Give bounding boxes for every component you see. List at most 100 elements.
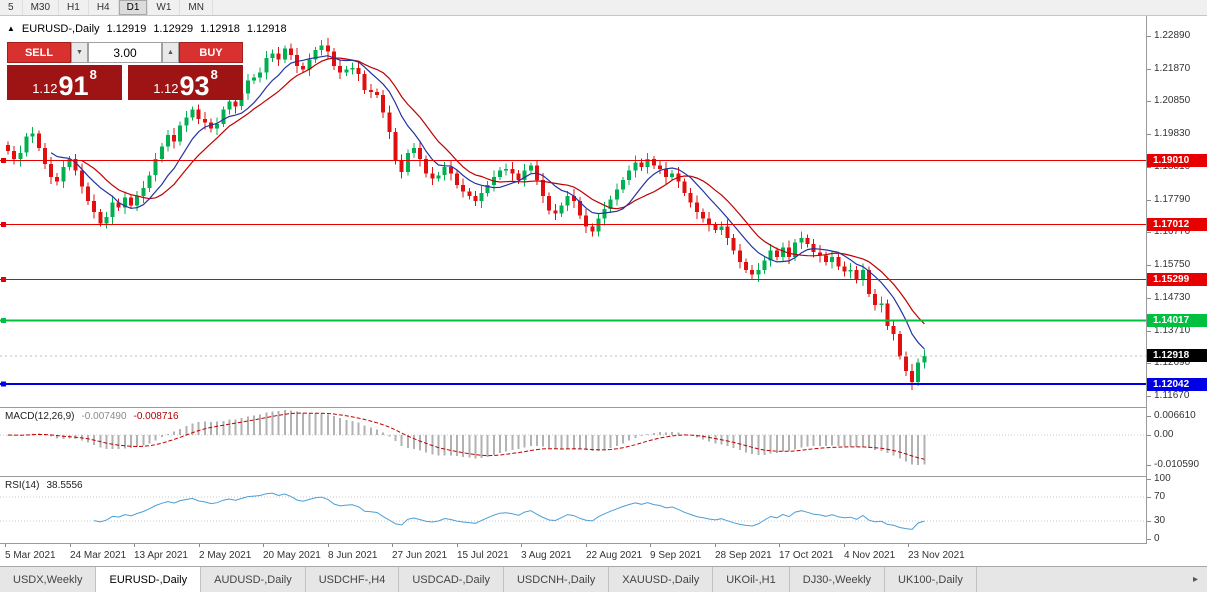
period-button[interactable]: D1 (118, 0, 149, 15)
date-tick (715, 544, 716, 547)
sell-price-pipette: 8 (89, 67, 97, 82)
rsi-panel-divider[interactable] (0, 476, 1207, 477)
macd-indicator-chart[interactable] (0, 408, 1146, 476)
rsi-axis-label: 70 (1154, 491, 1166, 502)
date-tick (70, 544, 71, 547)
time-axis-divider (0, 543, 1207, 544)
ohlc-open: 1.12919 (106, 23, 147, 35)
sell-price-prefix: 1.12 (32, 81, 58, 96)
date-label: 23 Nov 2021 (908, 550, 965, 561)
time-axis[interactable]: 5 Mar 2021 24 Mar 2021 13 Apr 2021 2 May 20… (0, 544, 1146, 566)
chart-tab[interactable]: EURUSD-,Daily (96, 567, 202, 592)
price-level-tag: 1.12042 (1147, 378, 1207, 391)
date-tick (328, 544, 329, 547)
period-button[interactable]: M30 (23, 0, 60, 15)
price-axis-tick (1147, 265, 1151, 266)
date-tick (844, 544, 845, 547)
date-tick (650, 544, 651, 547)
date-label: 9 Sep 2021 (650, 550, 702, 561)
date-label: 20 May 2021 (263, 550, 321, 561)
chart-tab[interactable]: AUDUSD-,Daily (201, 567, 306, 592)
date-label: 2 May 2021 (199, 550, 252, 561)
rsi-axis-label: 0 (1154, 533, 1160, 544)
chart-header: ▲ EURUSD-,Daily 1.12919 1.12929 1.12918 … (7, 23, 287, 35)
macd-axis-label: -0.010590 (1154, 459, 1200, 470)
macd-axis-label: 0.00 (1154, 429, 1174, 440)
price-chart[interactable] (0, 16, 1146, 407)
date-tick (199, 544, 200, 547)
buy-price-prefix: 1.12 (153, 81, 179, 96)
chart-tab[interactable]: USDX,Weekly (0, 567, 97, 592)
date-tick (5, 544, 6, 547)
date-tick (779, 544, 780, 547)
chart-collapse-icon[interactable]: ▲ (7, 24, 15, 33)
volume-input[interactable]: 3.00 (88, 42, 162, 63)
tab-scroll-right-icon[interactable]: ▸ (1192, 574, 1198, 585)
rsi-indicator-chart[interactable] (0, 477, 1146, 543)
level-line-handle (1, 381, 6, 387)
period-button[interactable]: 5 (0, 0, 23, 15)
ohlc-low: 1.12918 (200, 23, 240, 35)
date-label: 22 Aug 2021 (586, 550, 643, 561)
price-axis-tick (1147, 200, 1151, 201)
macd-axis-label: 0.006610 (1154, 410, 1196, 421)
moving-average-line-13[interactable] (81, 57, 925, 325)
date-tick (263, 544, 264, 547)
one-click-trading-panel: SELL ▼ 3.00 ▲ BUY 1.12 91 8 1.12 93 8 (7, 42, 243, 100)
moving-average-line-8[interactable] (50, 55, 925, 350)
level-line-handle (1, 277, 6, 283)
price-axis-tick (1147, 298, 1151, 299)
ohlc-high: 1.12929 (153, 23, 194, 35)
buy-price-big-digits: 93 (179, 70, 210, 101)
period-button[interactable]: W1 (148, 0, 181, 15)
buy-button[interactable]: BUY (179, 42, 243, 63)
chart-tab[interactable]: DJ30-,Weekly (789, 567, 886, 592)
rsi-axis-tick (1147, 539, 1151, 540)
level-line-handle (1, 318, 6, 324)
sell-button[interactable]: SELL (7, 42, 71, 63)
chart-tab[interactable]: UKOil-,H1 (713, 567, 790, 592)
volume-increase-button[interactable]: ▲ (162, 42, 179, 63)
date-label: 5 Mar 2021 (5, 550, 56, 561)
date-tick (521, 544, 522, 547)
rsi-label: RSI(14) 38.5556 (5, 480, 83, 491)
date-label: 3 Aug 2021 (521, 550, 572, 561)
rsi-axis-tick (1147, 497, 1151, 498)
price-axis-label: 1.14730 (1154, 292, 1191, 303)
date-label: 4 Nov 2021 (844, 550, 896, 561)
sell-price-display[interactable]: 1.12 91 8 (7, 65, 122, 100)
price-axis-tick (1147, 134, 1151, 135)
price-axis-tick (1147, 69, 1151, 70)
price-axis-tick (1147, 363, 1151, 364)
date-tick (586, 544, 587, 547)
volume-decrease-button[interactable]: ▼ (71, 42, 88, 63)
price-axis-label: 1.20850 (1154, 95, 1191, 106)
buy-price-display[interactable]: 1.12 93 8 (128, 65, 243, 100)
chart-tab[interactable]: USDCNH-,Daily (503, 567, 610, 592)
level-line-handle (1, 158, 6, 163)
date-tick (908, 544, 909, 547)
period-button[interactable]: H4 (89, 0, 119, 15)
rsi-value: 38.5556 (46, 480, 83, 491)
chart-symbol-title: EURUSD-,Daily (21, 23, 100, 35)
period-button[interactable]: MN (180, 0, 213, 15)
price-axis-divider (1146, 16, 1147, 544)
price-axis-label: 1.16770 (1154, 226, 1191, 237)
price-level-tag: 1.12918 (1147, 349, 1207, 362)
buy-price-pipette: 8 (210, 67, 218, 82)
price-axis-label: 1.11670 (1154, 390, 1190, 401)
chart-tab[interactable]: XAUUSD-,Daily (609, 567, 714, 592)
chart-tab[interactable]: USDCAD-,Daily (399, 567, 504, 592)
macd-panel-divider[interactable] (0, 407, 1207, 408)
candles-layer (6, 38, 927, 390)
chart-tab[interactable]: USDCHF-,H4 (305, 567, 400, 592)
date-label: 28 Sep 2021 (715, 550, 772, 561)
date-label: 8 Jun 2021 (328, 550, 378, 561)
price-axis[interactable]: 1.228901.218701.208501.198301.188101.177… (1147, 16, 1207, 544)
chart-tabs-group: USDX,Weekly EURUSD-,Daily AUDUSD-,Daily USD… (0, 567, 977, 592)
level-lines-layer[interactable] (0, 158, 1146, 387)
chart-tab[interactable]: UK100-,Daily (885, 567, 977, 592)
price-axis-tick (1147, 232, 1151, 233)
macd-axis-tick (1147, 435, 1151, 436)
period-button[interactable]: H1 (59, 0, 89, 15)
